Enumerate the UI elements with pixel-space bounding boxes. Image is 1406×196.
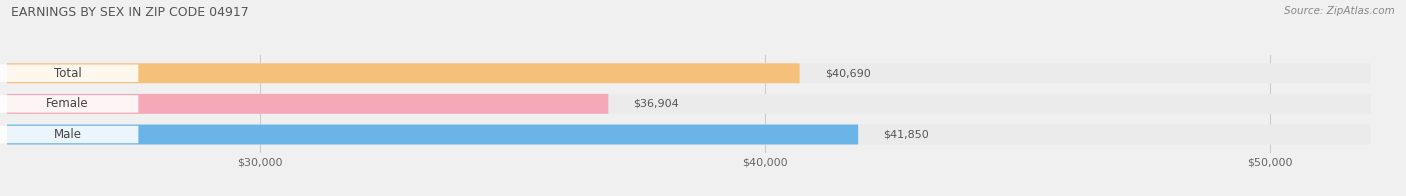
Text: $40,690: $40,690 xyxy=(825,68,870,78)
FancyBboxPatch shape xyxy=(7,63,1371,83)
Text: EARNINGS BY SEX IN ZIP CODE 04917: EARNINGS BY SEX IN ZIP CODE 04917 xyxy=(11,6,249,19)
FancyBboxPatch shape xyxy=(7,124,858,144)
FancyBboxPatch shape xyxy=(7,124,1371,144)
Text: Total: Total xyxy=(53,67,82,80)
Text: Source: ZipAtlas.com: Source: ZipAtlas.com xyxy=(1284,6,1395,16)
FancyBboxPatch shape xyxy=(0,95,138,113)
FancyBboxPatch shape xyxy=(0,126,138,143)
Text: $36,904: $36,904 xyxy=(634,99,679,109)
FancyBboxPatch shape xyxy=(0,64,138,82)
FancyBboxPatch shape xyxy=(7,63,800,83)
FancyBboxPatch shape xyxy=(7,94,1371,114)
Text: Female: Female xyxy=(46,97,89,110)
Text: $41,850: $41,850 xyxy=(883,130,929,140)
FancyBboxPatch shape xyxy=(7,94,609,114)
Text: Male: Male xyxy=(53,128,82,141)
